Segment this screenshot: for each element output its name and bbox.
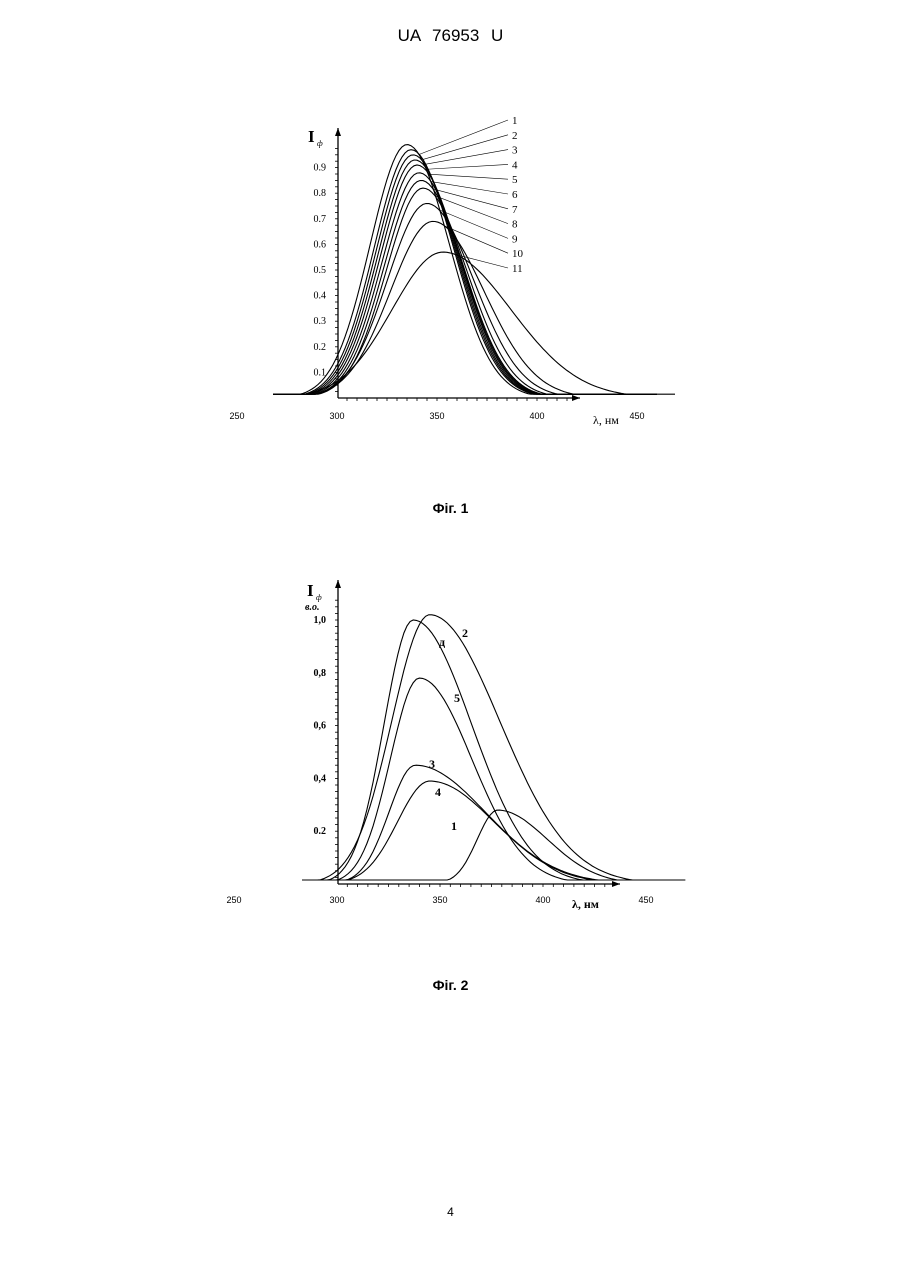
x-tick-label: 450 [638, 895, 653, 905]
y-axis-label-subscript: ф [316, 593, 322, 602]
x-tick-label: 300 [329, 895, 344, 905]
series-label-д: д [439, 635, 445, 649]
series-label-2: 2 [462, 626, 468, 640]
y-tick-label: 0,4 [314, 773, 327, 784]
series-label-3: 3 [429, 757, 435, 771]
series-line-2 [302, 615, 685, 880]
fig2-labels: 2 д 5 34 1 [429, 626, 468, 833]
x-tick-label: 250 [226, 895, 241, 905]
x-axis-label: λ, нм [572, 897, 599, 911]
page-number: 4 [0, 1205, 901, 1219]
x-tick-label: 400 [535, 895, 550, 905]
y-axis-unit: в.о. [305, 602, 319, 613]
y-axis-arrow [335, 580, 341, 588]
fig2-axes: 250 300 350 400 450 0.2 0,4 0,6 0,8 1,0 Iфв.о. λ, н… [226, 580, 653, 911]
series-line-4 [302, 781, 685, 880]
y-tick-label: 0.2 [314, 826, 327, 837]
series-label-5: 5 [454, 691, 460, 705]
y-tick-label: 0,8 [314, 668, 327, 679]
x-axis-arrow [612, 881, 620, 887]
x-tick-label: 350 [432, 895, 447, 905]
series-label-4: 4 [435, 785, 441, 799]
y-tick-label: 1,0 [314, 615, 327, 626]
series-line-5 [302, 678, 685, 880]
series-label-1: 1 [451, 819, 457, 833]
y-axis-label: I [307, 581, 314, 600]
figure-2-caption: Фіг. 2 [0, 977, 901, 993]
series-line-д [302, 620, 685, 880]
figure-2-chart: 250 300 350 400 450 0.2 0,4 0,6 0,8 1,0 Iфв.о. λ, н… [0, 0, 901, 940]
fig2-curves [302, 615, 685, 880]
y-tick-label: 0,6 [314, 721, 327, 732]
